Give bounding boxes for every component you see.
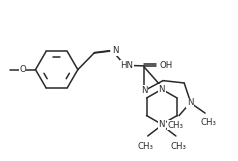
Text: O: O	[19, 65, 26, 74]
Text: OH: OH	[160, 61, 173, 70]
Text: N: N	[187, 98, 193, 107]
Text: N: N	[159, 120, 165, 129]
Text: N: N	[141, 86, 147, 95]
Text: CH₃: CH₃	[170, 142, 186, 151]
Text: CH₃: CH₃	[137, 142, 153, 151]
Text: N: N	[112, 46, 119, 55]
Text: CH₃: CH₃	[200, 118, 216, 127]
Text: CH₃: CH₃	[168, 121, 184, 130]
Text: N: N	[159, 85, 165, 94]
Text: HN: HN	[120, 61, 133, 70]
